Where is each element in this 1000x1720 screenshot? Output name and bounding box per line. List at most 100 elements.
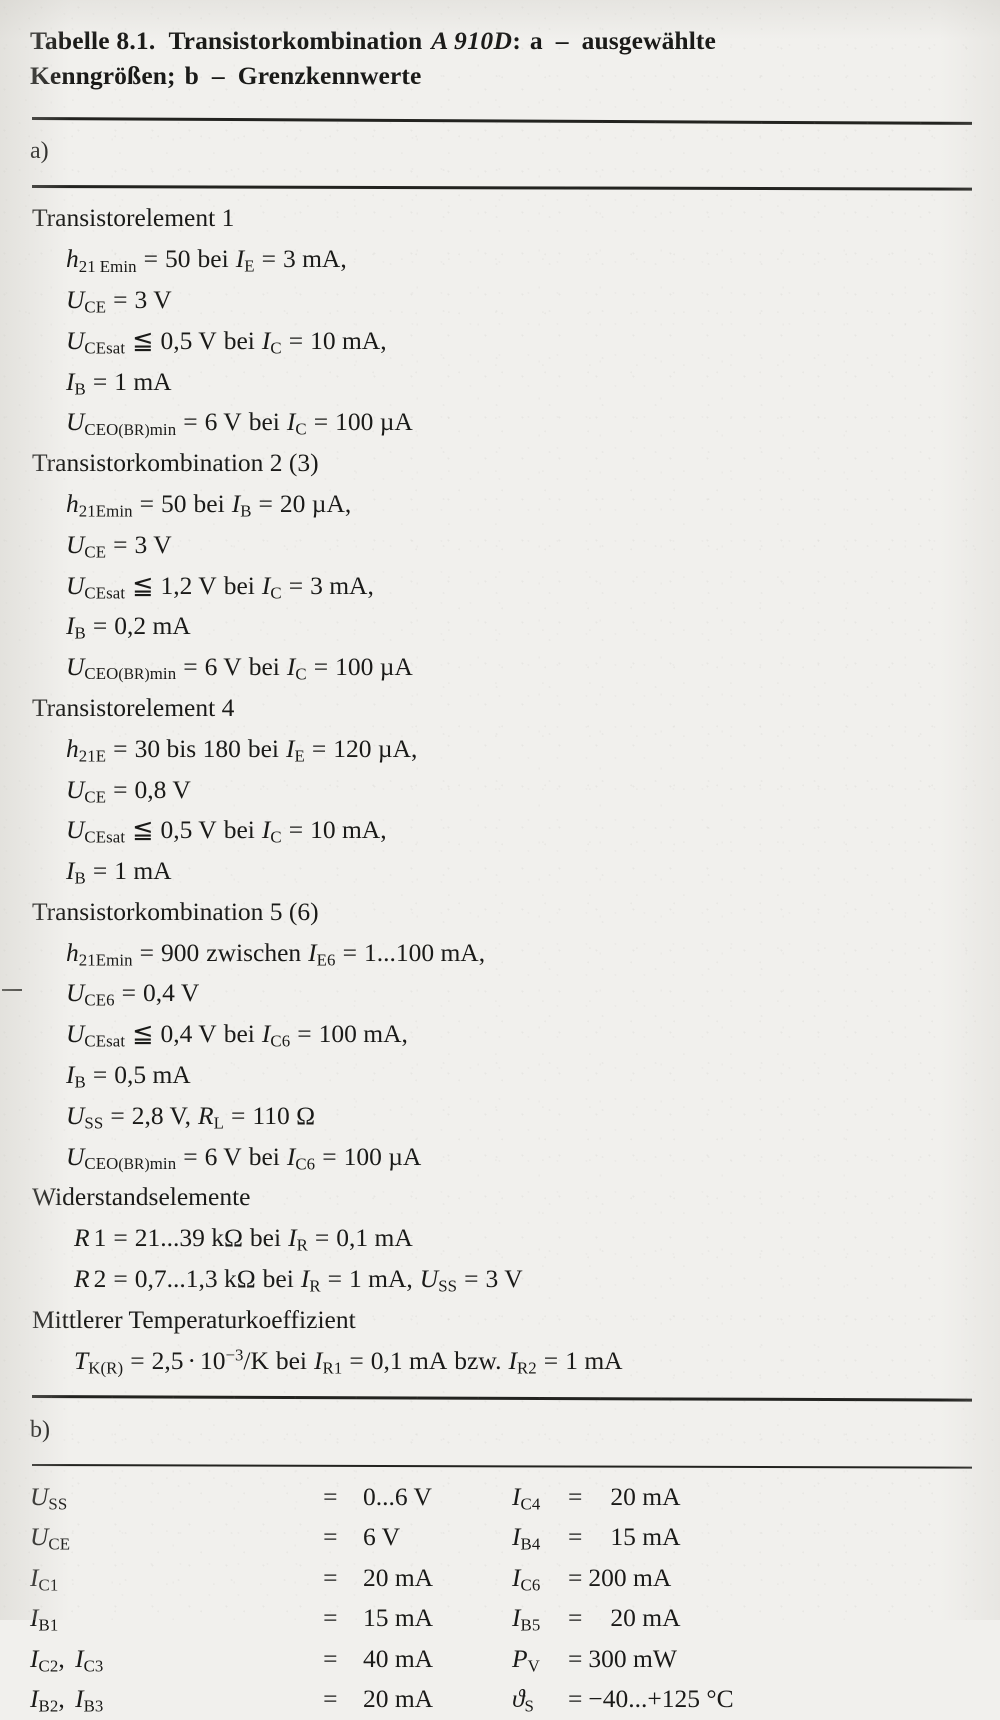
caption-device: A 910D [431,26,513,55]
table-row: USS = 0...6 V [30,1477,500,1518]
caption-part-a-text: ausgewählte [581,26,716,55]
table-row: UCE = 6 V [30,1517,500,1558]
row-equals: = [568,1562,583,1592]
row-value: −40...+125 °C [588,1684,734,1714]
caption-part-b-letter: b [184,60,199,90]
row-equals: = [323,1684,338,1714]
param-line-TKR: TK(R) = 2,5 · 10−3/K bei IR1 = 0,1 mA bzw. IR2 = 1 m… [74,1344,623,1378]
table-row: IC2, IC3 = 40 mA [30,1639,500,1680]
row-value: 6 V [362,1522,401,1552]
param-line-IB-4: IB = 1 mA [66,856,172,888]
row-value: 40 mA [362,1643,434,1673]
limit-values-table: USS = 0...6 V UCE = 6 V IC1 = 20 mA IB1 … [30,1477,974,1720]
row-value: 20 mA [610,1603,681,1633]
row-value: 15 mA [610,1522,681,1552]
row-equals: = [323,1562,338,1592]
param-line-h21Emin-5: h21Emin = 900 zwischen IE6 = 1...100 mA, [66,937,486,970]
param-line-h21Emin-2: h21Emin = 50 bei IB = 20 µA, [66,488,352,521]
row-equals: = [568,1603,583,1633]
row-symbol: IC4 [512,1481,541,1514]
rule-under-b [31,1464,972,1470]
caption-subject: Transistorkombination [168,26,423,55]
limit-values-column-right: IC4 = 20 mA IB4 = 15 mA IC6 = 200 mA IB5… [500,1477,734,1720]
row-equals: = [323,1522,338,1552]
row-symbol: PV [512,1643,540,1676]
table-row: ϑS = −40...+125 °C [512,1679,734,1720]
row-symbol: IB2, IB3 [30,1684,104,1716]
caption-colon: : [512,26,521,55]
row-value: 20 mA [362,1684,434,1714]
caption-dash-2: – [211,60,225,90]
table-row: IC6 = 200 mA [512,1558,734,1599]
row-value: 20 mA [610,1481,681,1511]
caption-label: Tabelle 8.1. [30,26,156,55]
param-line-UCE6-5: UCE6 = 0,4 V [2,973,974,1014]
row-symbol: IB5 [512,1603,541,1635]
caption-part-a-letter: a [529,26,543,55]
row-equals: = [323,1481,338,1511]
param-line-IB-2: IB = 0,2 mA [66,611,191,643]
row-symbol: IB1 [30,1603,59,1635]
table-row: IB2, IB3 = 20 mA [30,1679,500,1720]
row-symbol: IC2, IC3 [30,1643,104,1676]
rule-above-b [31,1395,972,1403]
param-line-R2: R 2 = 0,7...1,3 kΩ bei IR = 1 mA, USS = 3 V [74,1264,523,1296]
table-row: IC4 = 20 mA [512,1477,734,1518]
row-symbol: IC1 [30,1562,59,1595]
row-value: 0...6 V [362,1481,432,1511]
table-row: PV = 300 mW [512,1639,734,1680]
limit-values-column-left: USS = 0...6 V UCE = 6 V IC1 = 20 mA IB1 … [30,1477,500,1720]
table-row: IB5 = 20 mA [512,1598,734,1639]
row-symbol: IB4 [512,1522,541,1554]
row-value: 15 mA [362,1603,434,1633]
row-equals: = [568,1522,583,1552]
row-symbol: USS [30,1481,68,1514]
group-title-mittlerer-temperaturkoeffizient: Mittlerer Temperaturkoeffizient [32,1304,356,1334]
row-value: 20 mA [362,1562,434,1592]
table-row: IC1 = 20 mA [30,1558,500,1599]
table-caption: Tabelle 8.1. Transistorkombination A 910D:… [30,0,974,93]
caption-dash-1: – [555,26,569,55]
row-equals: = [568,1643,583,1673]
row-equals: = [323,1643,338,1673]
caption-part-b-text: Grenzkennwerte [237,60,422,90]
table-row: IB1 = 15 mA [30,1598,500,1639]
param-line-USS-RL-5: USS = 2,8 V, RL = 110 Ω [66,1100,316,1133]
row-symbol: UCE [30,1522,71,1554]
param-line-UCE-4: UCE = 0,8 V [66,774,191,806]
caption-line2-a: Kenngrößen; [30,60,176,90]
group-title-transistorkombination-2-3: Transistorkombination 2 (3) [32,448,319,478]
group-title-transistorelement-4: Transistorelement 4 [32,692,235,722]
table-row: IB4 = 15 mA [512,1517,734,1558]
param-line-IB-1: IB = 1 mA [66,366,172,398]
row-symbol: IC6 [512,1562,541,1595]
param-line-UCE-2: UCE = 3 V [66,529,172,562]
row-value: 200 mA [588,1562,672,1592]
param-line-IB-5: IB = 0,5 mA [66,1060,191,1092]
param-line-UCE-1: UCE = 3 V [66,284,172,317]
row-equals: = [568,1684,583,1714]
rule-top [31,117,972,126]
param-line-h21Emin-1: h21 Emin = 50 bei IE = 3 mA, [66,244,347,276]
group-title-transistorkombination-5-6: Transistorkombination 5 (6) [32,896,319,926]
section-b-letter: b) [30,1417,50,1444]
rule-under-a [31,185,973,191]
row-equals: = [568,1481,583,1511]
margin-dash-mark [2,988,22,992]
section-a-body: Transistorelement 1 h21 Emin = 50 bei IE = 3 mA… [2,198,974,1381]
row-value: 300 mW [588,1643,677,1673]
row-equals: = [323,1603,338,1633]
param-line-R1: R 1 = 21...39 kΩ bei IR = 0,1 mA [74,1223,413,1255]
group-title-transistorelement-1: Transistorelement 1 [32,203,235,233]
param-line-h21E-4: h21E = 30 bis 180 bei IE = 120 µA, [66,733,418,766]
section-a-letter: a) [30,138,49,165]
row-symbol: ϑS [512,1684,534,1716]
